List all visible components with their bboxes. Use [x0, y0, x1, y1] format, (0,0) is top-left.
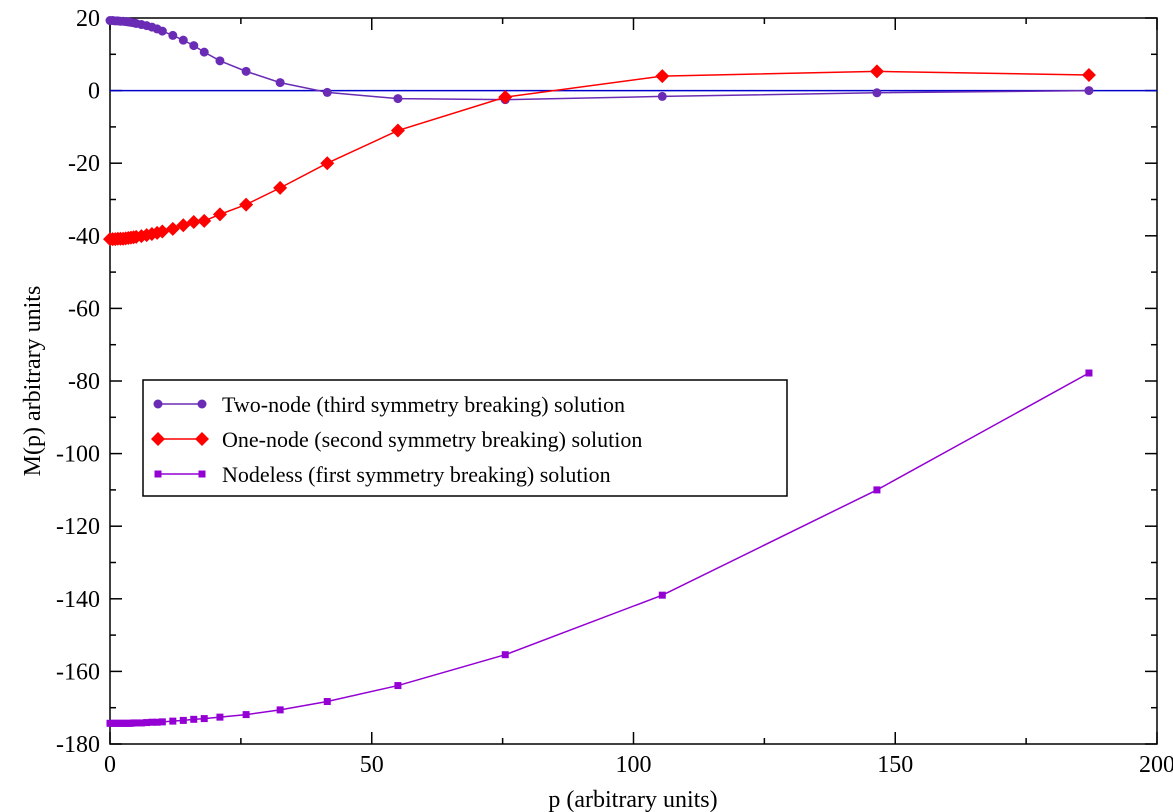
data-point	[165, 221, 180, 236]
legend-label: Nodeless (first symmetry breaking) solut…	[222, 462, 611, 487]
data-point	[189, 41, 199, 51]
data-point	[176, 218, 191, 233]
series-layer	[103, 16, 1096, 727]
y-tick-label: -60	[68, 296, 100, 322]
data-point	[872, 88, 882, 98]
data-point	[186, 215, 201, 230]
data-point	[658, 591, 666, 599]
legend-entry-2: One-node (second symmetry breaking) solu…	[151, 427, 642, 452]
legend: Two-node (third symmetry breaking) solut…	[142, 379, 788, 497]
y-tick-label: -180	[56, 732, 100, 758]
data-point	[215, 56, 225, 66]
y-tick-label: 0	[88, 79, 100, 105]
legend-marker	[198, 470, 206, 478]
series-2	[103, 64, 1096, 247]
data-point	[320, 156, 335, 171]
data-point	[275, 78, 285, 88]
data-point	[158, 718, 166, 726]
x-tick-label: 0	[104, 752, 116, 778]
data-point	[323, 698, 331, 706]
data-point	[273, 180, 288, 195]
data-point	[137, 719, 145, 727]
data-point	[148, 718, 156, 726]
data-point	[322, 87, 332, 97]
x-tick-label: 100	[616, 752, 652, 778]
x-axis-title: p (arbitrary units)	[548, 787, 717, 812]
data-point	[241, 66, 251, 76]
data-point	[153, 718, 161, 726]
series-3	[106, 369, 1093, 727]
data-point	[169, 717, 177, 725]
data-point	[197, 213, 212, 228]
data-point	[143, 719, 151, 727]
y-tick-label: -120	[56, 514, 100, 540]
data-point	[190, 715, 198, 723]
data-point	[498, 90, 513, 105]
data-point	[1081, 67, 1096, 82]
data-point	[394, 682, 402, 690]
y-axis-title: M(p) arbitrary units	[20, 286, 46, 477]
x-tick-label: 200	[1139, 752, 1173, 778]
legend-box	[142, 379, 788, 497]
y-tick-label: -140	[56, 587, 100, 613]
data-point	[199, 47, 209, 57]
data-point	[242, 711, 250, 719]
data-point	[657, 91, 667, 101]
data-point	[869, 64, 884, 79]
data-point	[501, 651, 509, 659]
data-point	[178, 35, 188, 45]
data-point	[873, 486, 881, 494]
legend-entry-1: Two-node (third symmetry breaking) solut…	[153, 392, 625, 417]
data-point	[239, 197, 254, 212]
x-tick-label: 150	[877, 752, 913, 778]
y-tick-label: 20	[76, 6, 100, 32]
data-point	[200, 715, 208, 723]
data-point	[179, 716, 187, 724]
legend-marker	[153, 399, 163, 409]
x-tick-label: 50	[360, 752, 384, 778]
y-tick-label: -20	[68, 151, 100, 177]
y-tick-label: -80	[68, 369, 100, 395]
legend-marker	[195, 432, 209, 446]
data-point	[1084, 86, 1094, 96]
legend-items: Two-node (third symmetry breaking) solut…	[151, 392, 642, 487]
data-point	[168, 30, 178, 40]
legend-marker	[197, 399, 207, 409]
legend-entry-3: Nodeless (first symmetry breaking) solut…	[154, 462, 611, 487]
data-point	[155, 224, 170, 239]
data-point	[216, 713, 224, 721]
legend-label: One-node (second symmetry breaking) solu…	[222, 427, 642, 452]
legend-label: Two-node (third symmetry breaking) solut…	[222, 392, 625, 417]
data-point	[132, 719, 140, 727]
data-point	[157, 26, 167, 36]
legend-marker	[154, 470, 162, 478]
data-point	[390, 123, 405, 138]
data-point	[655, 69, 670, 84]
series-1	[105, 16, 1094, 105]
y-tick-label: -100	[56, 442, 100, 468]
data-point	[1085, 369, 1093, 377]
data-point	[276, 706, 284, 714]
y-tick-label: -40	[68, 224, 100, 250]
data-point	[212, 207, 227, 222]
legend-marker	[151, 432, 165, 446]
y-tick-label: -160	[56, 659, 100, 685]
axis-tick-labels: 0 50 100 150 200200-20-40-60-80-100-120-140-…	[56, 6, 1173, 778]
data-point	[393, 94, 403, 104]
